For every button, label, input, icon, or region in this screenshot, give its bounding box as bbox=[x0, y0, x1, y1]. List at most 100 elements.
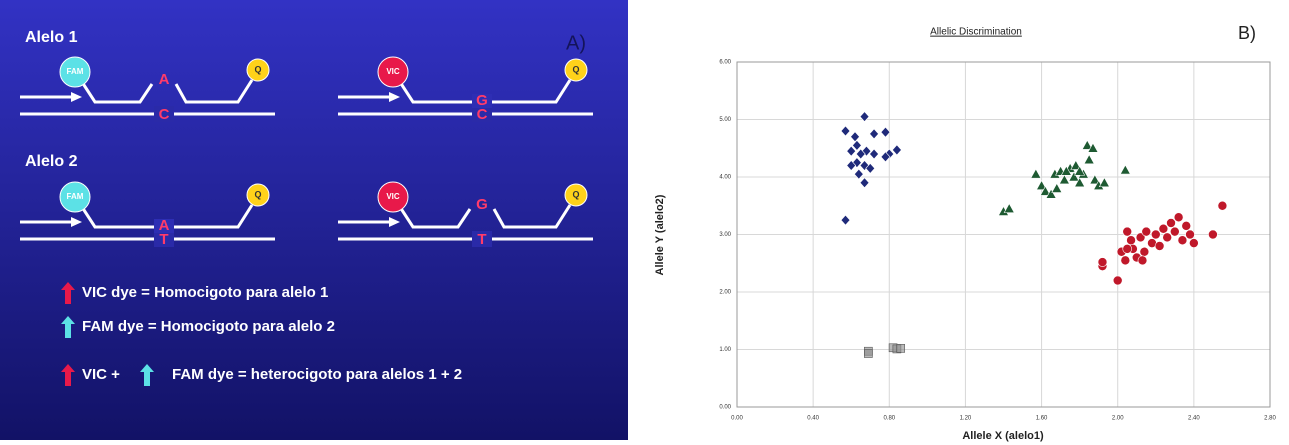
data-point bbox=[1087, 142, 1099, 153]
x-tick-label: 2.00 bbox=[1112, 416, 1124, 422]
panel-a-background bbox=[0, 0, 628, 440]
data-point bbox=[880, 126, 891, 138]
data-point bbox=[864, 349, 873, 358]
data-point bbox=[1068, 171, 1080, 182]
data-point bbox=[1122, 244, 1133, 254]
data-point bbox=[1039, 185, 1051, 196]
dye-label: FAM bbox=[67, 67, 84, 76]
data-point bbox=[840, 125, 851, 137]
data-point bbox=[891, 144, 902, 156]
data-point bbox=[850, 131, 860, 143]
data-point bbox=[859, 177, 870, 189]
legend-icon bbox=[61, 316, 75, 338]
dye bbox=[377, 181, 409, 213]
template-base: C bbox=[159, 106, 170, 123]
quencher-label: Q bbox=[254, 64, 261, 74]
template-base: T bbox=[159, 231, 168, 248]
base-gap bbox=[154, 106, 174, 122]
y-tick-label: 5.00 bbox=[719, 117, 731, 123]
y-tick-label: 0.00 bbox=[719, 405, 731, 411]
data-point bbox=[1030, 168, 1042, 179]
allele-title: Alelo 1 bbox=[25, 29, 78, 46]
data-point bbox=[1089, 174, 1101, 185]
data-point bbox=[1098, 177, 1110, 188]
base-gap bbox=[154, 231, 174, 247]
data-point bbox=[1185, 229, 1195, 240]
x-tick-label: 2.80 bbox=[1264, 416, 1276, 422]
probe-base: A bbox=[159, 71, 170, 88]
dye-label: FAM bbox=[67, 192, 84, 201]
quencher-label: Q bbox=[572, 189, 579, 199]
dye-label: VIC bbox=[386, 192, 400, 201]
data-point bbox=[1170, 226, 1180, 237]
base-gap bbox=[154, 219, 174, 233]
data-point bbox=[1058, 174, 1070, 185]
x-tick-label: 0.80 bbox=[883, 416, 895, 422]
legend-text: FAM dye = heterocigoto para alelos 1 + 2 bbox=[172, 366, 462, 383]
x-axis-label: Allele X (alelo1) bbox=[962, 430, 1044, 442]
template-base: C bbox=[477, 106, 488, 123]
quencher bbox=[246, 183, 270, 207]
x-tick-label: 1.20 bbox=[960, 416, 972, 422]
data-point bbox=[840, 214, 851, 226]
data-point bbox=[1074, 165, 1086, 176]
quencher bbox=[246, 58, 270, 82]
base-gap bbox=[472, 106, 492, 122]
data-point bbox=[896, 344, 906, 353]
data-point bbox=[880, 151, 891, 163]
probe-base: G bbox=[476, 92, 488, 109]
quencher bbox=[564, 183, 588, 207]
data-point bbox=[869, 148, 879, 160]
data-point bbox=[1150, 229, 1161, 240]
legend-icon bbox=[61, 282, 75, 304]
primer-arrow bbox=[389, 92, 400, 102]
data-point bbox=[1154, 241, 1165, 251]
data-point bbox=[869, 128, 879, 140]
data-point bbox=[1097, 257, 1108, 267]
legend-icon bbox=[140, 364, 154, 386]
data-point bbox=[1120, 255, 1131, 266]
data-point bbox=[855, 148, 866, 160]
data-point bbox=[1003, 203, 1015, 213]
primer-arrow bbox=[389, 217, 400, 227]
data-point bbox=[1217, 200, 1228, 211]
probe bbox=[398, 204, 572, 229]
data-point bbox=[1119, 164, 1131, 175]
data-point bbox=[1189, 238, 1199, 248]
data-point bbox=[1060, 165, 1072, 176]
quencher-label: Q bbox=[254, 189, 261, 199]
primer-arrow bbox=[71, 92, 82, 102]
data-point bbox=[1081, 139, 1093, 150]
legend-icon bbox=[61, 364, 75, 386]
quencher bbox=[564, 58, 588, 82]
quencher-label: Q bbox=[572, 64, 579, 74]
template-base: T bbox=[477, 231, 486, 248]
dye bbox=[59, 56, 91, 88]
data-point bbox=[1173, 212, 1184, 223]
data-point bbox=[1112, 275, 1123, 286]
data-point bbox=[1162, 232, 1173, 243]
data-point bbox=[1166, 218, 1176, 228]
data-point bbox=[1141, 226, 1152, 237]
chart-title: Allelic Discrimination bbox=[930, 27, 1022, 38]
y-axis-label: Allele Y (alelo2) bbox=[654, 194, 666, 275]
probe-base: A bbox=[159, 217, 170, 234]
probe bbox=[80, 79, 254, 104]
data-point bbox=[1083, 154, 1095, 165]
data-point bbox=[1158, 223, 1169, 234]
legend-text: VIC dye = Homocigoto para alelo 1 bbox=[82, 284, 328, 301]
primer-arrow bbox=[71, 217, 82, 227]
dye bbox=[377, 56, 409, 88]
allele-title: Alelo 2 bbox=[25, 153, 78, 170]
x-tick-label: 2.40 bbox=[1188, 416, 1200, 422]
dye bbox=[59, 181, 91, 213]
data-point bbox=[1208, 229, 1218, 240]
x-tick-label: 0.40 bbox=[807, 416, 819, 422]
data-point bbox=[1051, 182, 1063, 193]
data-point bbox=[1036, 180, 1048, 190]
data-point bbox=[1177, 235, 1188, 246]
data-point bbox=[846, 160, 857, 171]
data-point bbox=[1181, 221, 1192, 231]
data-point bbox=[1122, 226, 1133, 237]
